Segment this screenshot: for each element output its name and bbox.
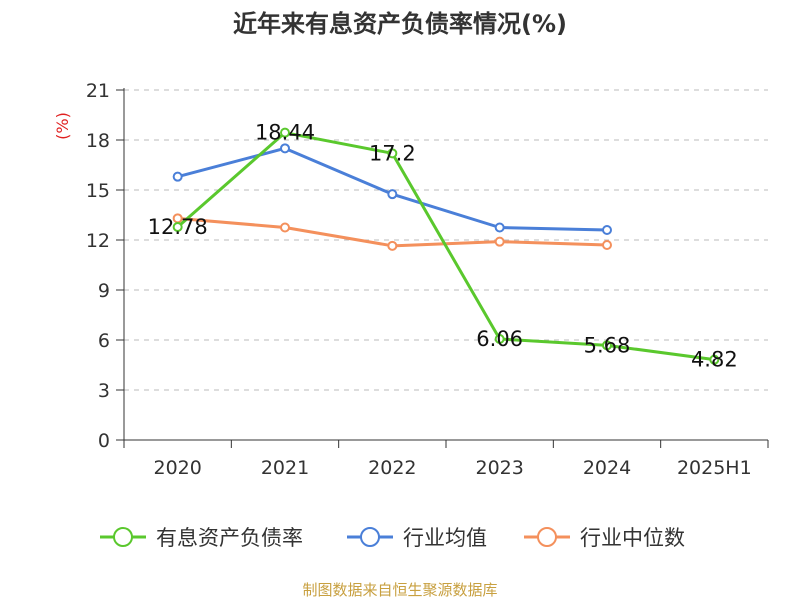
legend-swatch-marker xyxy=(113,527,133,547)
axes: 0 3 6 9 12 15 18 21 2020 2021 2022 2023 2024 2025H1 xyxy=(86,80,769,479)
legend-item-0[interactable]: 有息资产负债率 xyxy=(100,526,303,550)
data-label: 18.44 xyxy=(255,121,315,145)
y-tick-label: 18 xyxy=(86,130,110,152)
legend[interactable]: 有息资产负债率 行业均值 行业中位数 xyxy=(100,526,685,550)
legend-item-1[interactable]: 行业均值 xyxy=(347,526,487,550)
data-label: 6.06 xyxy=(476,327,523,351)
y-tick-label: 21 xyxy=(86,80,110,102)
y-tick-label: 3 xyxy=(98,380,110,402)
y-tick-label: 12 xyxy=(86,230,110,252)
grid-lines xyxy=(124,89,768,391)
series-0-point[interactable] xyxy=(709,354,720,365)
legend-item-2[interactable]: 行业中位数 xyxy=(524,526,685,550)
legend-label: 行业均值 xyxy=(403,526,487,550)
series-0-point[interactable] xyxy=(172,222,183,232)
data-labels: 12.78 18.44 17.2 6.06 5.68 4.82 xyxy=(148,121,738,372)
series-0-point[interactable] xyxy=(387,148,398,159)
series-1-point[interactable] xyxy=(602,225,612,235)
y-tick-label: 9 xyxy=(98,280,110,302)
series-1-point[interactable] xyxy=(387,189,398,200)
series-0-point[interactable] xyxy=(280,127,290,138)
data-label: 5.68 xyxy=(584,333,631,357)
y-tick-label: 6 xyxy=(98,330,110,352)
series-2-point[interactable] xyxy=(602,240,612,250)
legend-swatch-marker xyxy=(537,527,557,547)
series-1-point[interactable] xyxy=(494,222,505,233)
series-1-point[interactable] xyxy=(172,171,183,182)
legend-swatch-marker xyxy=(360,527,380,547)
legend-label: 有息资产负债率 xyxy=(156,526,303,550)
series-line-0 xyxy=(176,131,715,362)
series-0-point[interactable] xyxy=(494,334,505,344)
data-label: 4.82 xyxy=(691,348,738,372)
series-0-point[interactable] xyxy=(602,340,612,351)
x-tick-label: 2025H1 xyxy=(677,457,752,479)
series-lines xyxy=(172,127,720,365)
y-axis-unit-label: (%) xyxy=(53,112,72,140)
x-tick-label: 2021 xyxy=(261,457,309,479)
x-tick-label: 2023 xyxy=(475,457,523,479)
series-2-point[interactable] xyxy=(387,240,398,251)
x-tick-label: 2020 xyxy=(153,457,201,479)
chart-title: 近年来有息资产负债率情况(%) xyxy=(233,10,567,38)
x-tick-label: 2022 xyxy=(368,457,416,479)
y-tick-label: 15 xyxy=(86,180,110,202)
source-note: 制图数据来自恒生聚源数据库 xyxy=(302,581,497,599)
y-tick-label: 0 xyxy=(98,430,110,452)
series-2-point[interactable] xyxy=(280,222,290,233)
legend-label: 行业中位数 xyxy=(580,526,685,550)
series-1-point[interactable] xyxy=(280,143,290,154)
series-2-point[interactable] xyxy=(494,236,505,247)
data-label: 17.2 xyxy=(369,141,416,165)
data-label: 12.78 xyxy=(148,215,208,239)
x-tick-label: 2024 xyxy=(583,457,631,479)
